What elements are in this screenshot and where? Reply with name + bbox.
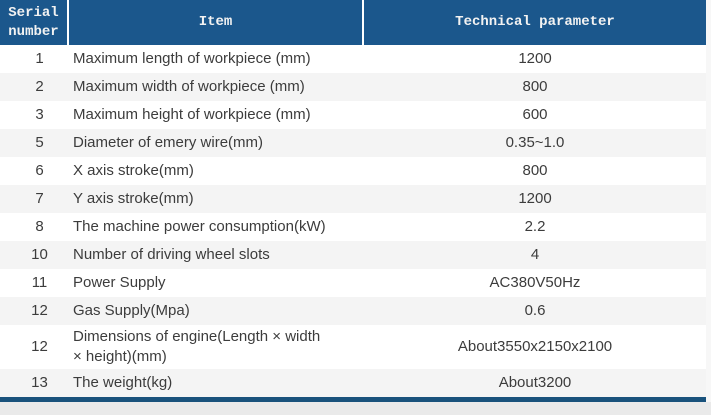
item-cell: The machine power consumption(kW) (73, 218, 326, 235)
serial-number-cell: 7 (35, 190, 44, 207)
item-cell: Maximum length of workpiece (mm) (73, 50, 311, 67)
table-row: 6 X axis stroke(mm) 800 (0, 157, 706, 185)
technical-parameter-cell: About3200 (498, 374, 572, 391)
item-cell: Diameter of emery wire(mm) (73, 134, 264, 151)
technical-parameter-cell: AC380V50Hz (489, 274, 581, 291)
technical-parameter-cell: 0.35~1.0 (505, 134, 565, 151)
item-cell: Gas Supply(Mpa) (73, 302, 190, 319)
serial-number-cell: 6 (35, 162, 44, 179)
item-cell: Maximum width of workpiece (mm) (73, 78, 305, 95)
table-row: 12 Dimensions of engine(Length × width × … (0, 325, 706, 369)
serial-number-cell: 1 (35, 50, 44, 67)
table-body: 1 Maximum length of workpiece (mm) 1200 2 Ma… (0, 45, 706, 397)
technical-parameter-cell: 0.6 (524, 302, 546, 319)
serial-number-cell: 12 (31, 338, 48, 355)
table-row: 1 Maximum length of workpiece (mm) 1200 (0, 45, 706, 73)
table-row: 2 Maximum width of workpiece (mm) 800 (0, 73, 706, 101)
item-cell: Dimensions of engine(Length × width × he… (73, 328, 321, 365)
table-row: 7 Y axis stroke(mm) 1200 (0, 185, 706, 213)
table-row: 5 Diameter of emery wire(mm) 0.35~1.0 (0, 129, 706, 157)
technical-parameter-cell: 800 (522, 162, 548, 179)
serial-number-cell: 12 (31, 302, 48, 319)
header-serial-number: Serial number (0, 0, 69, 45)
technical-parameter-cell: 2.2 (524, 218, 546, 235)
table-row: 3 Maximum height of workpiece (mm) 600 (0, 101, 706, 129)
page-footer-strip (0, 402, 711, 415)
table-row: 12 Gas Supply(Mpa) 0.6 (0, 297, 706, 325)
technical-parameter-cell: 800 (522, 78, 548, 95)
technical-parameter-cell: About3550x2150x2100 (457, 338, 613, 355)
technical-parameter-cell: 600 (522, 106, 548, 123)
table-row: 13 The weight(kg) About3200 (0, 369, 706, 397)
serial-number-cell: 13 (31, 374, 48, 391)
serial-number-cell: 10 (31, 246, 48, 263)
technical-parameter-cell: 1200 (518, 190, 552, 207)
serial-number-cell: 8 (35, 218, 44, 235)
serial-number-cell: 5 (35, 134, 44, 151)
item-cell: Number of driving wheel slots (73, 246, 270, 263)
item-cell: Maximum height of workpiece (mm) (73, 106, 311, 123)
table-bottom-border (0, 397, 706, 402)
item-cell: Power Supply (73, 274, 166, 291)
header-item: Item (69, 0, 364, 45)
table-row: 10 Number of driving wheel slots 4 (0, 241, 706, 269)
technical-parameters-table: Serial number Item Technical parameter 1… (0, 0, 706, 402)
table-header-row: Serial number Item Technical parameter (0, 0, 706, 45)
technical-parameter-cell: 1200 (518, 50, 552, 67)
item-cell: The weight(kg) (73, 374, 173, 391)
item-cell: Y axis stroke(mm) (73, 190, 194, 207)
technical-parameter-cell: 4 (530, 246, 540, 263)
serial-number-cell: 2 (35, 78, 44, 95)
table-row: 8 The machine power consumption(kW) 2.2 (0, 213, 706, 241)
item-cell: X axis stroke(mm) (73, 162, 194, 179)
serial-number-cell: 11 (31, 274, 48, 291)
serial-number-cell: 3 (35, 106, 44, 123)
table-row: 11 Power Supply AC380V50Hz (0, 269, 706, 297)
header-technical-parameter: Technical parameter (455, 14, 615, 30)
